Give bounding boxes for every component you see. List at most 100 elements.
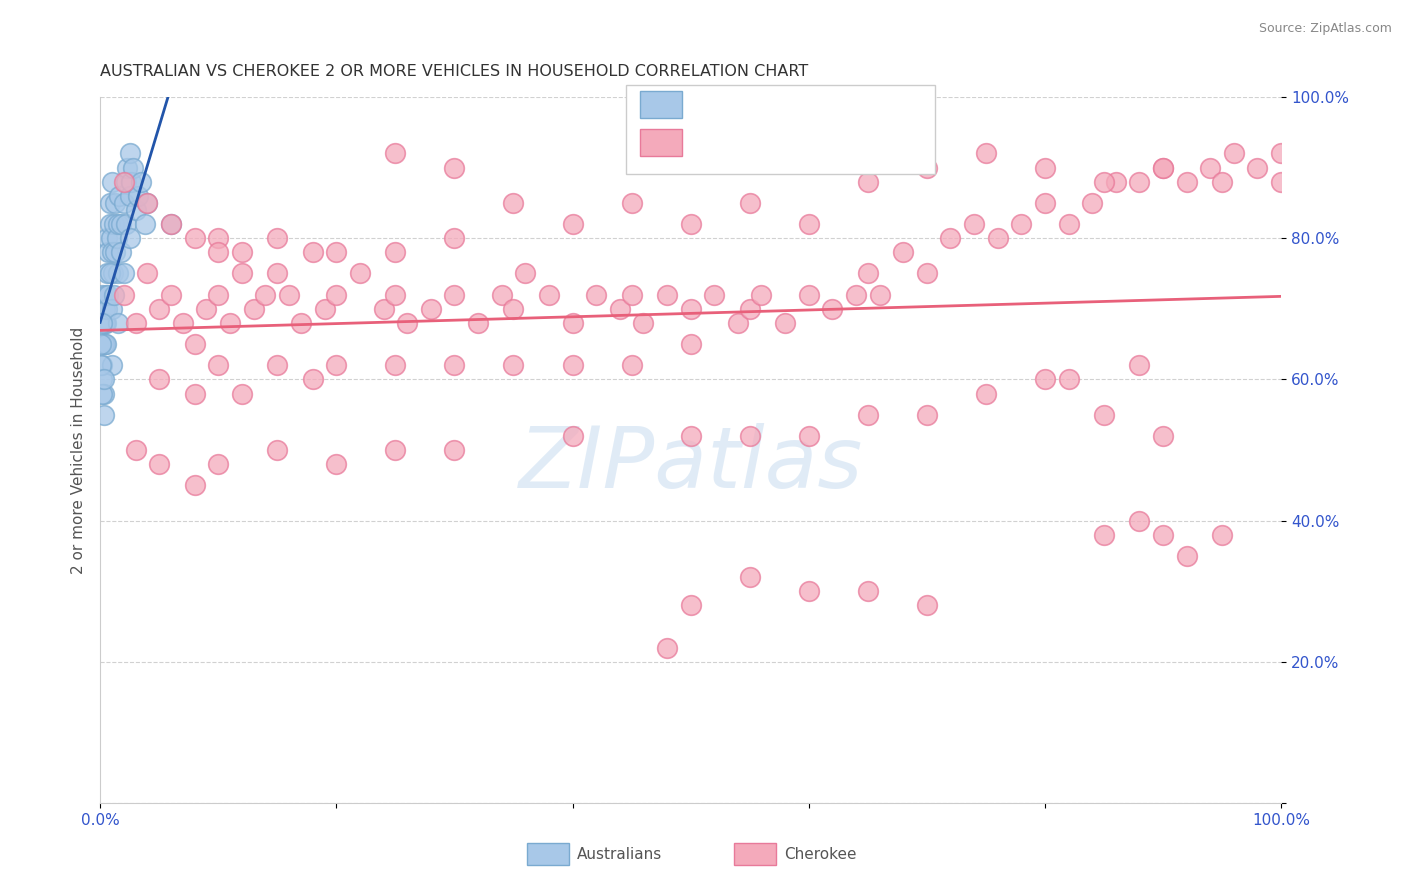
Point [1057,217,1080,231]
Point [515,267,537,281]
Point [91,316,114,330]
Point [384,146,406,161]
Text: ZIPatlas: ZIPatlas [519,423,863,506]
Text: Source: ZipAtlas.com: Source: ZipAtlas.com [1258,22,1392,36]
Text: Cherokee: Cherokee [785,847,858,862]
Point [561,316,583,330]
Point [869,287,891,301]
Point [207,287,229,301]
Point [620,195,643,210]
Point [797,287,820,301]
Point [266,231,288,245]
Point [325,359,347,373]
Y-axis label: 2 or more Vehicles in Household: 2 or more Vehicles in Household [72,326,86,574]
Point [773,316,796,330]
Point [278,287,301,301]
Point [148,372,170,386]
Point [915,408,938,422]
Point [974,146,997,161]
Point [443,161,465,175]
Point [703,287,725,301]
Point [124,316,146,330]
Point [751,287,773,301]
Point [384,359,406,373]
Point [115,217,138,231]
Point [679,217,702,231]
Point [349,267,371,281]
Point [1057,372,1080,386]
Point [738,301,761,316]
Point [110,245,132,260]
Point [585,287,607,301]
Point [963,217,986,231]
Point [101,175,124,189]
Point [93,386,115,401]
Point [207,231,229,245]
Point [94,316,117,330]
Point [207,359,229,373]
Point [1246,161,1268,175]
Point [118,146,141,161]
Point [183,337,205,351]
Text: N =  59: N = 59 [830,95,898,113]
Point [231,386,253,401]
Point [98,267,121,281]
Point [856,175,879,189]
Point [1081,195,1104,210]
Point [1223,146,1246,161]
Point [110,217,132,231]
Point [96,267,118,281]
Point [738,195,761,210]
Point [1152,528,1174,542]
Point [124,443,146,458]
Point [183,231,205,245]
Point [91,287,114,301]
Point [314,301,336,316]
Point [502,301,524,316]
Point [195,301,218,316]
Point [325,245,347,260]
Point [112,195,135,210]
Point [373,301,395,316]
Point [1128,175,1150,189]
Point [94,287,117,301]
Point [160,287,183,301]
Point [93,408,115,422]
Point [419,301,441,316]
Point [561,359,583,373]
Point [679,301,702,316]
Point [609,301,631,316]
Point [98,217,121,231]
Point [160,217,183,231]
Point [101,359,124,373]
Point [100,231,122,245]
Point [115,175,138,189]
Point [1092,175,1115,189]
Point [384,443,406,458]
Point [90,337,112,351]
Point [1033,372,1056,386]
Point [537,287,560,301]
Point [1033,161,1056,175]
Point [266,359,288,373]
Point [856,146,879,161]
Point [94,316,117,330]
Point [915,161,938,175]
Point [96,231,118,245]
Point [655,640,678,655]
Point [108,188,131,202]
Point [112,287,135,301]
Point [633,316,655,330]
Point [727,316,749,330]
Point [94,337,117,351]
Point [172,316,194,330]
Point [974,386,997,401]
Point [325,287,347,301]
Point [738,570,761,584]
Point [266,267,288,281]
Point [104,245,127,260]
Point [231,245,253,260]
Point [122,161,145,175]
Point [91,386,114,401]
Point [856,408,879,422]
